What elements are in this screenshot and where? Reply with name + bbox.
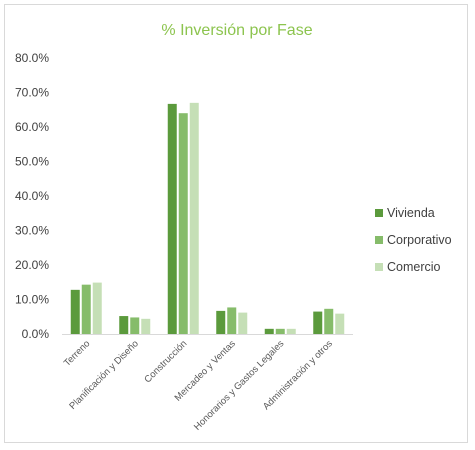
x-category-label: Construcción xyxy=(142,338,189,385)
bar xyxy=(264,328,274,334)
bar xyxy=(141,318,151,334)
y-tick-label: 80.0% xyxy=(15,51,49,65)
bar xyxy=(324,308,334,334)
bar xyxy=(70,289,80,334)
legend-swatch xyxy=(375,263,383,271)
bar xyxy=(286,328,296,334)
chart-title: % Inversión por Fase xyxy=(161,22,312,39)
bar xyxy=(130,317,140,334)
legend-label: Comercio xyxy=(387,260,441,274)
bar xyxy=(313,311,323,334)
x-category-label: Honorarios y Gastos Legales xyxy=(192,338,287,433)
bar xyxy=(119,316,129,334)
bar xyxy=(238,312,248,334)
bar xyxy=(189,102,199,334)
y-tick-label: 50.0% xyxy=(15,155,49,169)
bar xyxy=(216,310,226,334)
y-tick-label: 70.0% xyxy=(15,86,49,100)
y-axis: 0.0% 10.0% 20.0% 30.0% 40.0% 50.0% 60.0% 70.0% 8… xyxy=(15,51,49,341)
legend-label: Vivienda xyxy=(387,206,435,220)
bar xyxy=(335,313,345,334)
bar xyxy=(275,328,285,334)
bar xyxy=(227,307,237,334)
bar xyxy=(178,113,188,334)
x-category-label: Terreno xyxy=(62,338,93,369)
bar xyxy=(167,103,177,334)
y-tick-label: 20.0% xyxy=(15,258,49,272)
y-tick-label: 0.0% xyxy=(22,327,50,341)
bar xyxy=(92,282,102,334)
y-tick-label: 10.0% xyxy=(15,293,49,307)
y-tick-label: 60.0% xyxy=(15,120,49,134)
bars xyxy=(70,102,345,334)
legend: Vivienda Corporativo Comercio xyxy=(375,206,452,274)
legend-swatch xyxy=(375,236,383,244)
bar xyxy=(81,284,91,334)
legend-label: Corporativo xyxy=(387,233,452,247)
y-tick-label: 30.0% xyxy=(15,224,49,238)
y-tick-label: 40.0% xyxy=(15,189,49,203)
legend-swatch xyxy=(375,209,383,217)
chart-area: % Inversión por Fase 0.0% 10.0% 20.0% 30.0%… xyxy=(4,4,468,443)
chart-canvas: % Inversión por Fase 0.0% 10.0% 20.0% 30.0%… xyxy=(15,22,452,433)
